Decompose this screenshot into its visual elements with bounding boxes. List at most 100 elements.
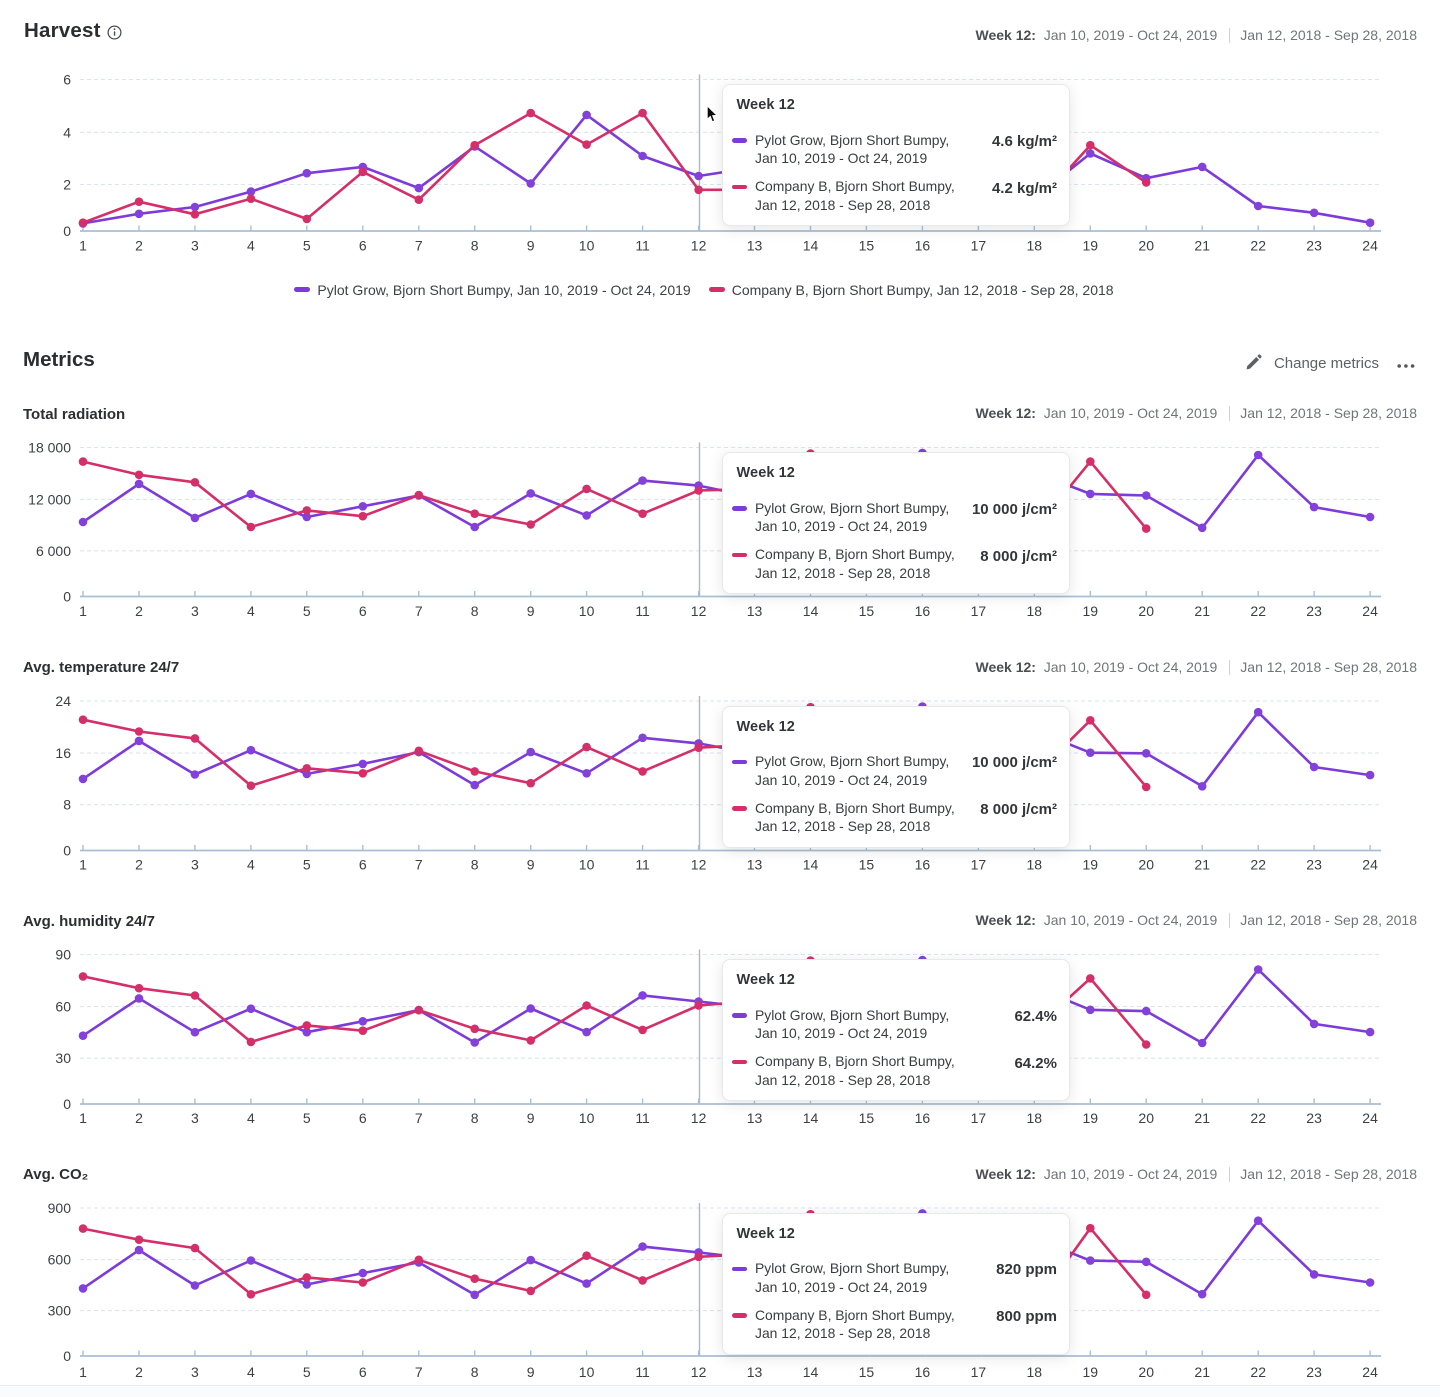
svg-text:0: 0 [63,1348,71,1364]
svg-text:15: 15 [859,1110,875,1126]
svg-text:12: 12 [691,1364,707,1380]
svg-text:23: 23 [1306,238,1322,254]
svg-text:9: 9 [527,238,535,254]
svg-text:7: 7 [415,238,423,254]
svg-text:13: 13 [747,1364,763,1380]
svg-text:4: 4 [63,124,71,140]
svg-text:10: 10 [579,603,595,619]
svg-text:18: 18 [1027,1110,1043,1126]
svg-text:1: 1 [79,603,87,619]
svg-text:2: 2 [135,1110,143,1126]
svg-text:8: 8 [471,238,479,254]
svg-text:11: 11 [635,857,650,873]
svg-text:11: 11 [635,1364,650,1380]
svg-text:4: 4 [247,1364,255,1380]
svg-text:20: 20 [1138,603,1154,619]
svg-text:1: 1 [79,238,87,254]
svg-text:19: 19 [1083,1364,1099,1380]
svg-text:17: 17 [971,603,987,619]
svg-text:7: 7 [415,1364,423,1380]
svg-text:18 000: 18 000 [28,440,71,456]
svg-text:2: 2 [135,857,143,873]
svg-text:13: 13 [747,603,763,619]
svg-text:8: 8 [471,1364,479,1380]
svg-text:16: 16 [915,603,931,619]
svg-text:11: 11 [635,1110,650,1126]
svg-text:7: 7 [415,1110,423,1126]
svg-text:20: 20 [1138,1364,1154,1380]
svg-text:12: 12 [691,238,707,254]
svg-text:9: 9 [527,1110,535,1126]
svg-text:60: 60 [55,999,71,1015]
svg-text:9: 9 [527,1364,535,1380]
svg-text:4: 4 [247,238,255,254]
svg-text:18: 18 [1027,603,1043,619]
svg-text:7: 7 [415,603,423,619]
svg-text:2: 2 [135,603,143,619]
svg-text:23: 23 [1306,1364,1322,1380]
svg-text:8: 8 [471,1110,479,1126]
svg-text:6 000: 6 000 [36,543,71,559]
svg-text:10: 10 [579,857,595,873]
svg-text:0: 0 [63,843,71,859]
svg-text:5: 5 [303,603,311,619]
svg-text:0: 0 [63,589,71,605]
svg-text:24: 24 [1362,1110,1378,1126]
svg-text:10: 10 [579,238,595,254]
svg-text:15: 15 [859,603,875,619]
svg-text:2: 2 [135,1364,143,1380]
svg-text:22: 22 [1250,1110,1266,1126]
svg-text:20: 20 [1138,238,1154,254]
svg-text:8: 8 [63,797,71,813]
svg-text:7: 7 [415,857,423,873]
svg-text:18: 18 [1027,857,1043,873]
svg-text:15: 15 [859,1364,875,1380]
svg-text:16: 16 [915,857,931,873]
svg-text:12: 12 [691,857,707,873]
svg-text:1: 1 [79,1110,87,1126]
svg-text:6: 6 [359,1110,367,1126]
svg-text:17: 17 [971,857,987,873]
svg-text:18: 18 [1027,1364,1043,1380]
svg-text:3: 3 [191,1364,199,1380]
svg-text:17: 17 [971,1364,987,1380]
svg-text:22: 22 [1250,857,1266,873]
svg-text:1: 1 [79,1364,87,1380]
svg-text:0: 0 [63,1096,71,1112]
svg-text:14: 14 [803,603,819,619]
svg-text:21: 21 [1194,857,1210,873]
svg-text:24: 24 [1362,603,1378,619]
svg-text:15: 15 [859,857,875,873]
svg-text:90: 90 [55,947,71,963]
svg-text:12: 12 [691,603,707,619]
svg-text:17: 17 [971,238,987,254]
svg-text:19: 19 [1083,857,1099,873]
svg-text:14: 14 [803,1110,819,1126]
svg-text:8: 8 [471,857,479,873]
svg-text:6: 6 [359,1364,367,1380]
svg-text:3: 3 [191,857,199,873]
svg-text:12 000: 12 000 [28,491,71,507]
svg-text:21: 21 [1194,238,1210,254]
svg-text:10: 10 [579,1110,595,1126]
svg-text:22: 22 [1250,238,1266,254]
svg-text:900: 900 [48,1200,72,1216]
svg-text:10: 10 [579,1364,595,1380]
svg-text:22: 22 [1250,603,1266,619]
svg-text:3: 3 [191,238,199,254]
svg-text:4: 4 [247,603,255,619]
svg-text:21: 21 [1194,1110,1210,1126]
svg-text:21: 21 [1194,603,1210,619]
svg-text:19: 19 [1083,1110,1099,1126]
svg-text:17: 17 [971,1110,987,1126]
svg-text:4: 4 [247,1110,255,1126]
svg-text:5: 5 [303,1110,311,1126]
svg-text:6: 6 [359,238,367,254]
svg-text:4: 4 [247,857,255,873]
svg-text:21: 21 [1194,1364,1210,1380]
svg-text:300: 300 [48,1303,72,1319]
svg-text:6: 6 [63,72,71,88]
svg-text:5: 5 [303,238,311,254]
svg-text:16: 16 [55,745,71,761]
svg-text:2: 2 [63,177,71,193]
